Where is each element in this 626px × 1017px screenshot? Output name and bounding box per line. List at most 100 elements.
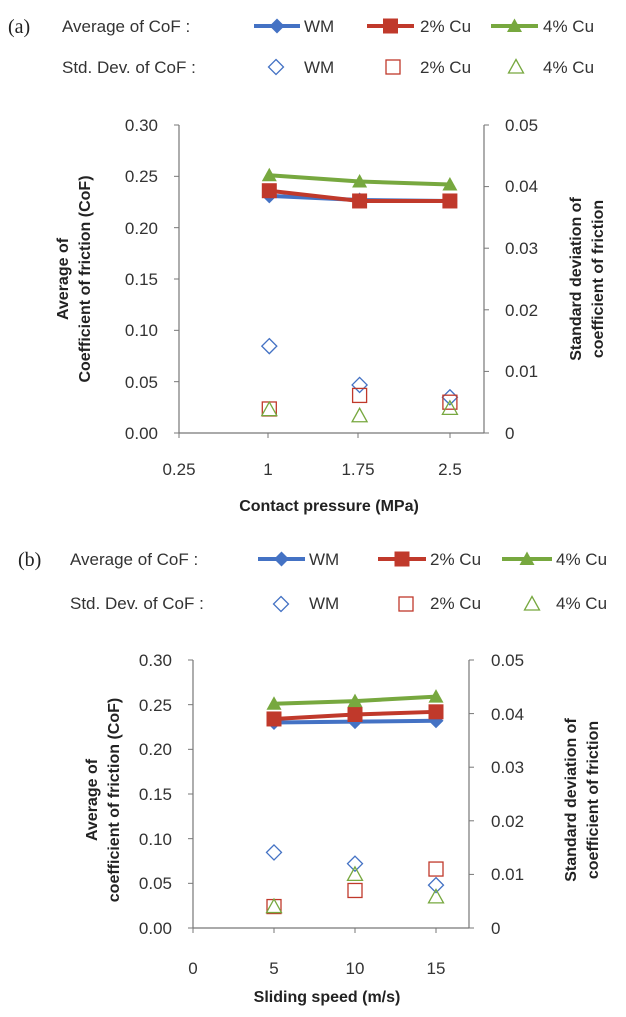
legend-a-std-wm-swatch [267, 58, 285, 76]
panel-a: (a) Average of CoF : Std. Dev. of CoF : … [8, 16, 607, 515]
panel-a-label: (a) [8, 16, 30, 38]
chart-a-y-left-tick-labels: 0.30 0.25 0.20 0.15 0.10 0.05 0.00 [125, 116, 158, 443]
legend-marker [507, 58, 525, 74]
legend-marker [383, 18, 398, 34]
std-dev-point [261, 401, 277, 417]
chart-a-y-right-tick: 0.03 [505, 239, 538, 258]
std-dev-point [265, 844, 283, 861]
legend-marker [523, 595, 541, 611]
legend-marker [394, 551, 410, 567]
chart-a-plot-area [260, 167, 459, 423]
chart-a-y-right-tick: 0.05 [505, 116, 538, 135]
average-point [261, 167, 277, 182]
chart-a-y-right-title-line2: coefficient of friction [590, 200, 607, 358]
chart-a-x-tick: 2.5 [438, 460, 462, 479]
legend-a-avg-label: Average of CoF : [62, 17, 190, 36]
std-dev-point [346, 865, 364, 882]
legend-a-std-4cu-text: 4% Cu [543, 58, 594, 77]
legend-a-std-wm-text: WM [304, 58, 334, 77]
legend-b-avg-2cu-swatch [378, 551, 426, 567]
chart-a-y-right-tick-labels: 0.05 0.04 0.03 0.02 0.01 0 [505, 116, 538, 443]
panel-b: (b) Average of CoF : Std. Dev. of CoF : … [18, 549, 607, 1006]
chart-a-x-tick: 1.75 [341, 460, 374, 479]
legend-b-std-2cu-swatch [398, 596, 414, 612]
average-point [442, 177, 458, 191]
legend-marker [519, 551, 535, 565]
average-point [347, 693, 363, 708]
chart-b-y-left-tick: 0.10 [139, 830, 172, 849]
chart-a-y-right-title-line1: Standard deviation of [568, 197, 585, 361]
legend-b-avg-4cu-text: 4% Cu [556, 550, 607, 569]
chart-a-y-right-tick: 0.02 [505, 301, 538, 320]
legend-a-avg-2cu-swatch [367, 18, 414, 34]
legend-b: Average of CoF : Std. Dev. of CoF : WM 2… [70, 550, 607, 613]
chart-b-y-right-tick: 0.01 [491, 865, 524, 884]
average-point [428, 689, 444, 703]
legend-a-std-4cu-swatch [507, 58, 525, 74]
legend-marker [507, 18, 522, 32]
legend-a-std-label: Std. Dev. of CoF : [62, 58, 196, 77]
chart-b-y-left-tick: 0.00 [139, 919, 172, 938]
chart-a-y-left-title-line2: Coefficient of friction (CoF) [77, 175, 94, 382]
legend-marker [274, 551, 289, 567]
chart-b-x-tick: 15 [427, 959, 446, 978]
chart-b-y-left-tick: 0.15 [139, 785, 172, 804]
chart-b-y-left-tick: 0.25 [139, 696, 172, 715]
legend-b-avg-wm-text: WM [309, 550, 339, 569]
legend-marker [267, 58, 285, 76]
std-dev-point [265, 897, 283, 914]
legend-b-std-label: Std. Dev. of CoF : [70, 594, 204, 613]
chart-b-y-left-tick: 0.30 [139, 651, 172, 670]
legend-b-std-wm-swatch [272, 595, 290, 613]
chart-a-y-right-tick: 0.04 [505, 177, 538, 196]
chart-b-y-left-tick: 0.20 [139, 740, 172, 759]
chart-a-y-left-tick: 0.20 [125, 219, 158, 238]
chart-a-y-right-tick: 0.01 [505, 362, 538, 381]
chart-b-y-right-title-line1: Standard deviation of [563, 718, 580, 882]
chart-b-tick-marks [188, 659, 474, 933]
chart-a-y-left-title-line1: Average of [55, 237, 72, 320]
chart-b-y-right-title-line2: coefficient of friction [585, 721, 602, 879]
std-dev-point [428, 861, 444, 877]
chart-b-y-left-title-line1: Average of [84, 758, 101, 841]
chart-b-y-left-tick-labels: 0.30 0.25 0.20 0.15 0.10 0.05 0.00 [139, 651, 172, 938]
legend-b-avg-4cu-swatch [502, 551, 552, 565]
chart-a-y-left-title: Average of Coefficient of friction (CoF) [55, 175, 94, 382]
chart-b-y-left-title-line2: coefficient of friction (CoF) [106, 698, 123, 902]
legend-b-std-wm-text: WM [309, 594, 339, 613]
std-dev-point [260, 400, 278, 417]
chart-a-y-left-tick: 0.30 [125, 116, 158, 135]
std-dev-point [351, 387, 368, 404]
std-dev-point [427, 888, 445, 904]
legend-b-avg-wm-swatch [258, 551, 305, 567]
chart-b-x-tick-labels: 0 5 10 15 [188, 959, 445, 978]
average-point [266, 696, 282, 710]
legend-marker [272, 595, 290, 613]
legend-b-avg-2cu-text: 2% Cu [430, 550, 481, 569]
legend-marker [269, 18, 285, 34]
chart-a-y-left-tick: 0.05 [125, 373, 158, 392]
legend-a-avg-wm-text: WM [304, 17, 334, 36]
chart-b-y-right-title: Standard deviation of coefficient of fri… [563, 718, 602, 882]
legend-a-avg-4cu-swatch [491, 18, 538, 32]
chart-a-y-left-tick: 0.10 [125, 321, 158, 340]
average-point [347, 706, 363, 722]
legend-a-std-2cu-swatch [385, 59, 401, 75]
legend-b-avg-label: Average of CoF : [70, 550, 198, 569]
std-dev-point [441, 399, 459, 416]
average-point [428, 704, 444, 720]
chart-b-y-right-tick-labels: 0.05 0.04 0.03 0.02 0.01 0 [491, 651, 524, 938]
std-dev-point [347, 882, 363, 899]
chart-b-plot-area [265, 689, 445, 915]
legend-b-std-2cu-text: 2% Cu [430, 594, 481, 613]
std-dev-point [441, 388, 459, 406]
std-dev-point [427, 876, 445, 894]
average-point [442, 193, 458, 209]
legend-a-avg-wm-swatch [254, 18, 300, 34]
chart-b-y-left-title: Average of coefficient of friction (CoF) [84, 698, 123, 902]
legend-marker [398, 596, 414, 612]
average-point [266, 711, 282, 727]
chart-a-x-tick-labels: 0.25 1 1.75 2.5 [162, 460, 461, 479]
chart-b-y-right-tick: 0.02 [491, 812, 524, 831]
